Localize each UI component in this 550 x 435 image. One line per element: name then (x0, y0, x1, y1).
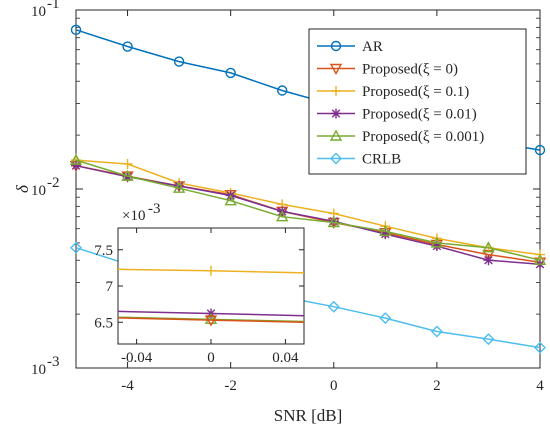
data-point (173, 56, 185, 67)
y-tick-exponent: -2 (47, 175, 60, 191)
data-point (379, 224, 392, 237)
y-tick-exponent: -3 (47, 354, 60, 370)
y-tick-label: 10 (31, 4, 46, 20)
data-point (430, 325, 443, 338)
y-axis-label: δ (13, 184, 32, 193)
data-point (482, 241, 495, 253)
data-point (172, 181, 186, 193)
inset-x-tick-label: -0.04 (121, 350, 153, 366)
data-point (328, 216, 339, 227)
data-point (482, 333, 495, 346)
legend-entry-ar: AR (317, 39, 383, 55)
inset-data-point (206, 265, 216, 276)
series-proposed-0-001 (69, 153, 547, 265)
y-tick-label: 10 (31, 362, 46, 378)
data-point (379, 312, 392, 325)
inset-y-tick-label: 6.5 (94, 315, 113, 331)
series-line (75, 159, 541, 256)
data-point (483, 255, 494, 266)
legend-marker (331, 108, 341, 119)
inset-y-tick-label: 7.5 (94, 243, 113, 259)
inset-x-tick-label: 0 (207, 350, 215, 366)
inset-exponent-base: ×10 (122, 208, 145, 224)
legend: AR Proposed(ξ = 0) Proposed(ξ = 0.1) Propos… (308, 28, 527, 175)
data-point (431, 241, 442, 252)
x-tick-label: 0 (330, 378, 338, 394)
inset-data-point (204, 315, 218, 327)
data-point (277, 85, 288, 96)
legend-marker (331, 86, 341, 96)
legend-label: Proposed(ξ = 0.1) (362, 84, 469, 100)
data-point (380, 229, 391, 240)
data-point (276, 210, 289, 222)
inset-y-tick-label: 7 (106, 279, 114, 295)
data-point (534, 144, 546, 156)
legend-marker (329, 63, 343, 75)
data-point (533, 253, 547, 265)
legend-label: Proposed(ξ = 0.001) (362, 129, 484, 145)
inset-series-line (117, 317, 305, 324)
x-tick-label: -4 (121, 378, 134, 394)
x-axis-label: SNR [dB] (274, 406, 342, 425)
legend-entry-crlb: CRLB (317, 152, 401, 168)
data-point (327, 300, 340, 313)
x-tick-label: 4 (536, 378, 544, 394)
inset-axes-box (117, 227, 305, 345)
data-point (122, 158, 133, 169)
legend-entry-proposed-0-1: Proposed(ξ = 0.1) (317, 84, 469, 100)
x-tick-label: -2 (224, 378, 237, 394)
data-point (122, 41, 133, 52)
inset-data-point (204, 312, 218, 325)
data-point (174, 180, 185, 191)
data-point (224, 194, 237, 206)
legend-label: Proposed(ξ = 0.01) (362, 107, 477, 123)
y-tick-label: 10 (31, 183, 46, 199)
legend-entry-proposed-0: Proposed(ξ = 0) (317, 62, 458, 78)
inset-exponent: -3 (148, 201, 161, 217)
y-tick-exponent: -1 (47, 0, 60, 12)
data-point (70, 241, 82, 254)
x-tick-label: 2 (433, 378, 441, 394)
series-line (75, 159, 541, 261)
legend-entry-proposed-0-001: Proposed(ξ = 0.001) (317, 129, 484, 145)
data-point (225, 67, 236, 79)
legend-label: CRLB (362, 152, 401, 168)
legend-marker (330, 40, 342, 52)
legend-entry-proposed-0-01: Proposed(ξ = 0.01) (317, 107, 477, 123)
legend-label: AR (362, 39, 383, 55)
data-point (121, 169, 134, 181)
inset-x-tick-label: 0.04 (272, 350, 299, 366)
legend-marker (330, 152, 342, 165)
data-point (69, 153, 83, 165)
legend-box (308, 28, 527, 175)
data-point (327, 216, 340, 228)
inset-series-proposed-0 (117, 315, 305, 327)
data-point (430, 236, 444, 248)
legend-label: Proposed(ξ = 0) (362, 62, 458, 78)
legend-marker (329, 129, 343, 141)
data-point (534, 341, 546, 354)
data-point (71, 160, 81, 171)
data-point (70, 24, 82, 36)
inset-plot: 6.5 7 7.5 -0.04 0 0.04 ×10 -3 (94, 201, 305, 366)
inset-series-proposed-0-1 (117, 265, 305, 276)
